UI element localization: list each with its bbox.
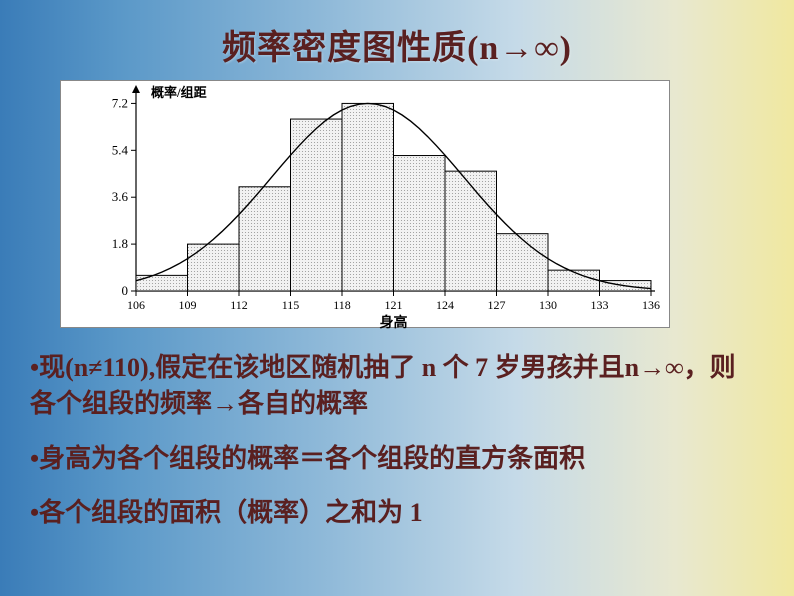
svg-text:3.6: 3.6 xyxy=(112,189,129,204)
svg-text:115: 115 xyxy=(282,298,300,312)
svg-text:133: 133 xyxy=(591,298,609,312)
svg-text:7.2: 7.2 xyxy=(112,95,128,110)
bullet-2: •身高为各个组段的概率＝各个组段的直方条面积 xyxy=(30,441,760,477)
bullet-1: •现(n≠110),假定在该地区随机抽了 n 个 7 岁男孩并且n→∞，则各个组… xyxy=(30,350,760,423)
svg-text:概率/组距: 概率/组距 xyxy=(151,85,207,100)
svg-text:0: 0 xyxy=(122,283,129,298)
bullet-3: •各个组段的面积（概率）之和为 1 xyxy=(30,495,760,531)
bullet-list: •现(n≠110),假定在该地区随机抽了 n 个 7 岁男孩并且n→∞，则各个组… xyxy=(30,350,760,550)
svg-text:112: 112 xyxy=(230,298,248,312)
svg-text:身高: 身高 xyxy=(380,314,408,329)
chart-svg: 0 1.8 3.6 5.4 7.2 概率/组距 106 109 112 115 118 121 124 1… xyxy=(61,81,671,329)
page-title: 频率密度图性质(n→∞) xyxy=(0,20,794,69)
svg-text:130: 130 xyxy=(539,298,557,312)
svg-text:106: 106 xyxy=(127,298,145,312)
svg-text:1.8: 1.8 xyxy=(112,236,128,251)
svg-text:136: 136 xyxy=(642,298,660,312)
svg-text:118: 118 xyxy=(333,298,351,312)
svg-text:121: 121 xyxy=(385,298,403,312)
svg-text:127: 127 xyxy=(488,298,506,312)
svg-text:5.4: 5.4 xyxy=(112,142,129,157)
histogram-chart: 0 1.8 3.6 5.4 7.2 概率/组距 106 109 112 115 118 121 124 1… xyxy=(60,80,670,328)
svg-text:124: 124 xyxy=(436,298,454,312)
svg-text:109: 109 xyxy=(179,298,197,312)
